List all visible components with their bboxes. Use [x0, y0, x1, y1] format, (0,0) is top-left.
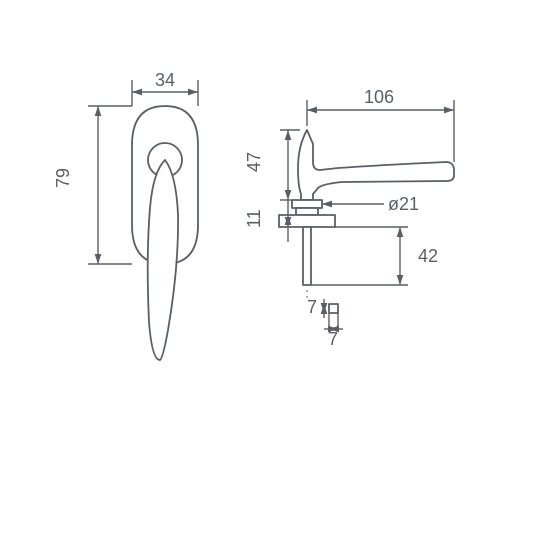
- square-section: [329, 304, 338, 313]
- left-view: [132, 106, 198, 360]
- lever-front: [148, 160, 178, 360]
- dim-34-label: 34: [155, 70, 175, 90]
- dim-7h: 7: [324, 313, 343, 349]
- dim-79: 79: [53, 106, 132, 264]
- lever-side: [298, 130, 454, 200]
- dim-7v-label: 7: [307, 297, 317, 317]
- dim-7v: 7: [307, 297, 324, 318]
- dim-106: 106: [307, 87, 454, 162]
- right-view: [279, 116, 454, 313]
- dim-34: 34: [132, 70, 198, 106]
- dim-79-label: 79: [53, 168, 73, 188]
- rose-top: [292, 200, 322, 208]
- dim-106-label: 106: [364, 87, 394, 107]
- dim-11-label: 11: [244, 209, 264, 228]
- spindle: [303, 227, 311, 285]
- rose-neck: [296, 208, 318, 215]
- dim-dia21: ø21: [322, 194, 419, 214]
- dim-dia21-label: ø21: [388, 194, 419, 214]
- dim-42: 42: [311, 227, 438, 285]
- dim-7h-label: 7: [328, 329, 338, 349]
- dim-47-label: 47: [244, 152, 264, 172]
- dim-47: 47: [244, 130, 300, 200]
- dim-42-label: 42: [418, 246, 438, 266]
